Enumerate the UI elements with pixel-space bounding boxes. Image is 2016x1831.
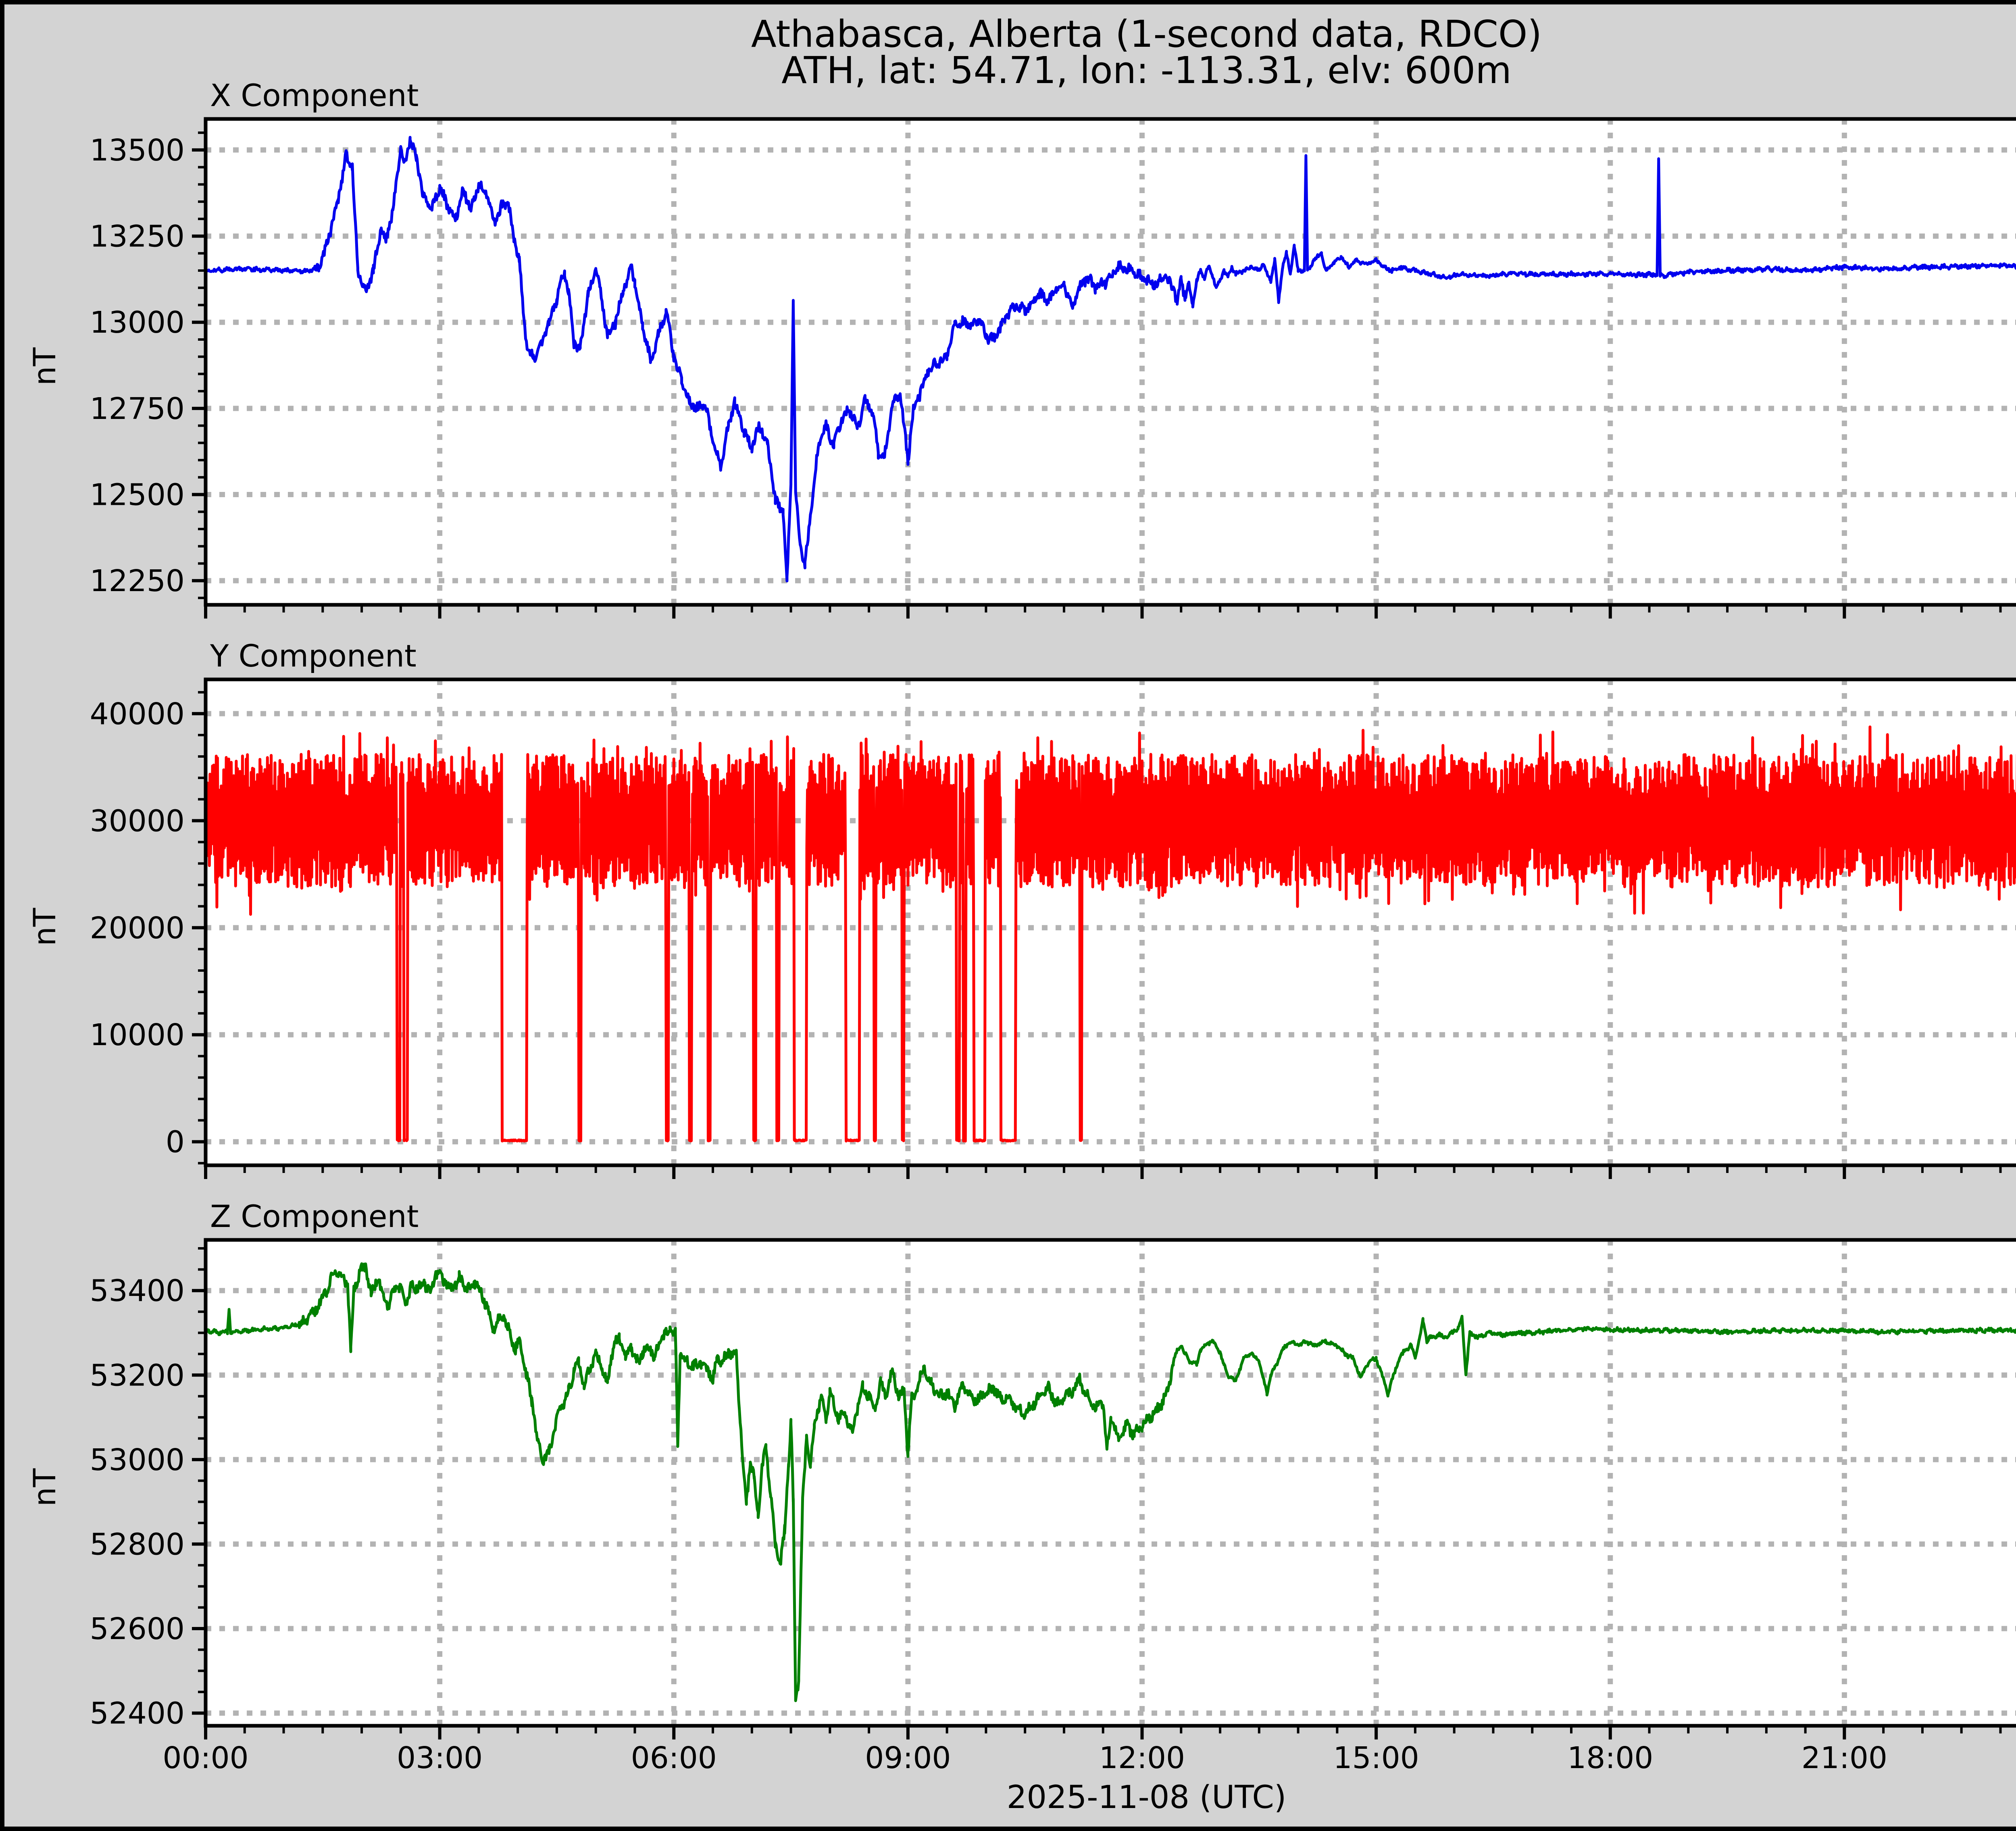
y-tick-label: 12250 bbox=[90, 564, 185, 598]
subplot-title-y-component: Y Component bbox=[210, 638, 417, 674]
grid bbox=[206, 119, 2016, 605]
subplot-title-x-component: X Component bbox=[210, 77, 419, 113]
y-tick-label: 53200 bbox=[90, 1358, 185, 1393]
y-tick-label: 52400 bbox=[90, 1696, 185, 1731]
figure-title-line1: Athabasca, Alberta (1-second data, RDCO) bbox=[751, 12, 1542, 56]
series-z-component-line bbox=[204, 1262, 2016, 1702]
x-tick-label: 00:00 bbox=[162, 1741, 248, 1775]
y-tick-label: 20000 bbox=[90, 911, 185, 946]
series-y-component-line bbox=[204, 725, 2016, 1143]
x-tick-label: 15:00 bbox=[1333, 1741, 1419, 1775]
y-tick-label: 53000 bbox=[90, 1443, 185, 1477]
y-tick-label: 0 bbox=[166, 1125, 185, 1160]
ticks bbox=[192, 1247, 2002, 1739]
plot-area bbox=[206, 119, 2016, 605]
plots-canvas: 12250 12500 12750 13000 13250 13500 0 10000 2000… bbox=[90, 117, 2016, 1775]
y-tick-label: 13250 bbox=[90, 219, 185, 254]
y-tick-label: 52600 bbox=[90, 1612, 185, 1646]
x-tick-label: 18:00 bbox=[1567, 1741, 1653, 1775]
x-tick-label: 06:00 bbox=[631, 1741, 717, 1775]
x-tick-label: 12:00 bbox=[1099, 1741, 1185, 1775]
x-tick-label: 09:00 bbox=[865, 1741, 951, 1775]
y-tick-label: 10000 bbox=[90, 1018, 185, 1052]
plot-area bbox=[206, 1240, 2016, 1726]
plot-x-component: 12250 12500 12750 13000 13250 13500 bbox=[90, 117, 2016, 619]
series-x-component-line bbox=[204, 136, 2016, 583]
y-tick-label: 13000 bbox=[90, 305, 185, 340]
plot-z-component: 52400 52600 52800 53000 53200 53400 00:00 03:00… bbox=[90, 1238, 2016, 1775]
plot-area bbox=[206, 679, 2016, 1165]
subplot-title-z-component: Z Component bbox=[210, 1198, 419, 1234]
ticks bbox=[192, 131, 2002, 619]
grid bbox=[206, 1240, 2016, 1726]
y-tick-label: 53400 bbox=[90, 1274, 185, 1308]
y-tick-label: 12750 bbox=[90, 392, 185, 426]
y-tick-label: 40000 bbox=[90, 697, 185, 731]
y-tick-label: 52800 bbox=[90, 1527, 185, 1562]
plot-y-component: 0 10000 20000 30000 40000 bbox=[90, 677, 2016, 1179]
y-tick-label: 13500 bbox=[90, 133, 185, 168]
figure-title-line2: ATH, lat: 54.71, lon: -113.31, elv: 600m bbox=[781, 49, 1512, 92]
y-tick-label: 30000 bbox=[90, 804, 185, 838]
x-axis-label: 2025-11-08 (UTC) bbox=[1006, 1779, 1287, 1816]
x-tick-label: 21:00 bbox=[1801, 1741, 1887, 1775]
x-tick-label: 03:00 bbox=[397, 1741, 483, 1775]
ticks bbox=[192, 691, 2002, 1179]
y-tick-label: 12500 bbox=[90, 478, 185, 512]
